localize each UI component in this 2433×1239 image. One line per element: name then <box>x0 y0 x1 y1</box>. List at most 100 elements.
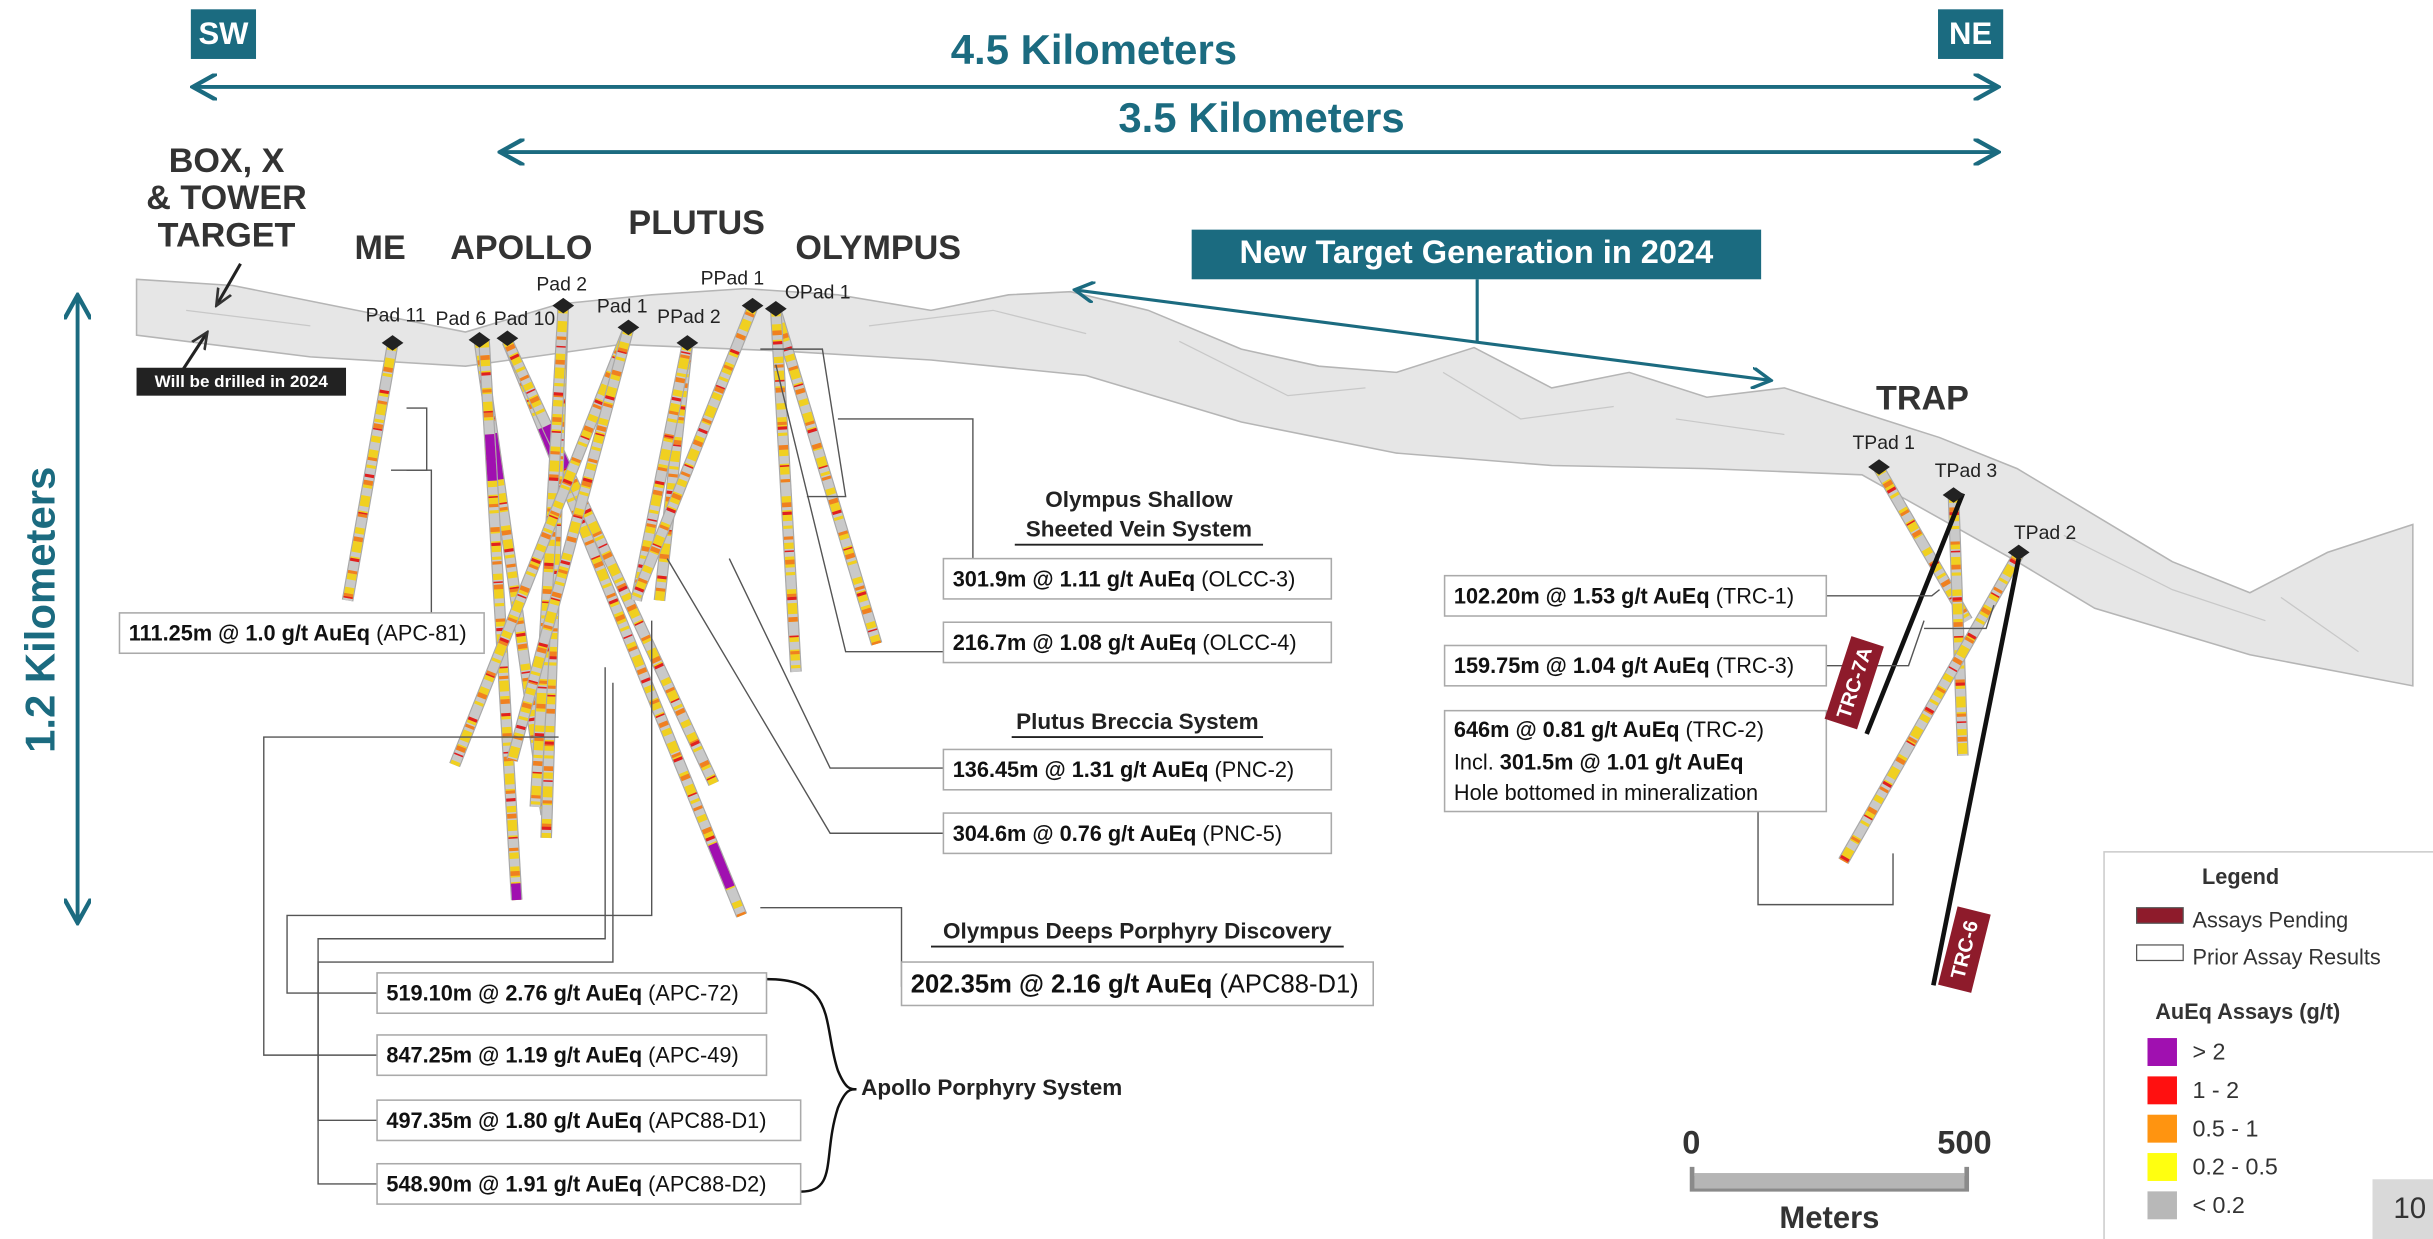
legend-swatch <box>2147 1038 2176 1066</box>
leader <box>407 408 427 470</box>
callout-text: Incl. 301.5m @ 1.01 g/t AuEq <box>1454 749 1744 774</box>
grade: 646m @ 0.81 g/t AuEq <box>1454 717 1680 742</box>
grade: 159.75m @ 1.04 g/t AuEq <box>1454 653 1710 678</box>
grade: 136.45m @ 1.31 g/t AuEq <box>953 757 1209 782</box>
callout-text: 136.45m @ 1.31 g/t AuEq (PNC-2) <box>953 757 1294 782</box>
target-label: TRAP <box>1876 379 1969 417</box>
grade: 847.25m @ 1.19 g/t AuEq <box>386 1042 642 1067</box>
drill-hole <box>348 344 393 600</box>
scale-label: 0 <box>1682 1125 1700 1161</box>
grade: 548.90m @ 1.91 g/t AuEq <box>386 1171 642 1196</box>
leader <box>760 908 901 987</box>
hole-id: (APC88-D1) <box>1219 970 1358 998</box>
incl-prefix: Incl. <box>1454 749 1494 774</box>
legend-label: 0.5 - 1 <box>2192 1115 2258 1141</box>
pad-label: Pad 11 <box>366 305 426 327</box>
hole-id: (PNC-2) <box>1215 757 1295 782</box>
grade: 304.6m @ 0.76 g/t AuEq <box>953 821 1197 846</box>
span-label: 4.5 Kilometers <box>951 26 1237 73</box>
system-title: Plutus Breccia System <box>1016 709 1258 734</box>
grade: 497.35m @ 1.80 g/t AuEq <box>386 1108 642 1133</box>
hole-id: (APC88-D1) <box>648 1108 766 1133</box>
system-title: Olympus Deeps Porphyry Discovery <box>943 918 1332 943</box>
callout-text: 519.10m @ 2.76 g/t AuEq (APC-72) <box>386 980 738 1005</box>
hole-id: (TRC-3) <box>1716 653 1794 678</box>
callout-text: 548.90m @ 1.91 g/t AuEq (APC88-D2) <box>386 1171 766 1196</box>
leader <box>838 419 973 559</box>
callout-text: Hole bottomed in mineralization <box>1454 780 1758 805</box>
page-number: 10 <box>2393 1192 2426 1225</box>
callout-text: 646m @ 0.81 g/t AuEq (TRC-2) <box>1454 717 1764 742</box>
slide: SWNE4.5 Kilometers3.5 Kilometers1.2 Kilo… <box>0 0 2433 1239</box>
scale-unit: Meters <box>1779 1200 1879 1235</box>
grade: 519.10m @ 2.76 g/t AuEq <box>386 980 642 1005</box>
target-label: PLUTUS <box>628 204 764 242</box>
callout-text: 159.75m @ 1.04 g/t AuEq (TRC-3) <box>1454 653 1794 678</box>
leader <box>287 621 652 993</box>
system-title: Apollo Porphyry System <box>861 1075 1122 1100</box>
span-label: 3.5 Kilometers <box>1118 94 1404 141</box>
pad-label: PPad 2 <box>657 306 721 328</box>
leader <box>667 559 943 834</box>
scale-label: 500 <box>1937 1125 1991 1161</box>
hole-id: (TRC-1) <box>1716 583 1794 608</box>
callout-text: 301.9m @ 1.11 g/t AuEq (OLCC-3) <box>953 566 1296 591</box>
system-title: Olympus Shallow <box>1045 487 1233 512</box>
pad-label: Pad 2 <box>536 274 587 296</box>
pad-label: Pad 6 <box>436 308 487 330</box>
legend-swatch <box>2147 1076 2176 1104</box>
hole-id: (APC-81) <box>376 620 467 645</box>
legend-label: Assays Pending <box>2192 907 2348 932</box>
callout-text: 497.35m @ 1.80 g/t AuEq (APC88-D1) <box>386 1108 766 1133</box>
hole-id: (APC-72) <box>648 980 739 1005</box>
legend-swatch <box>2147 1153 2176 1181</box>
legend-label: < 0.2 <box>2192 1192 2244 1218</box>
legend-subtitle: AuEq Assays (g/t) <box>2155 999 2340 1024</box>
legend-label: Prior Assay Results <box>2192 945 2380 970</box>
grade: 102.20m @ 1.53 g/t AuEq <box>1454 583 1710 608</box>
hole-id: (OLCC-4) <box>1202 630 1296 655</box>
pad-label: TPad 1 <box>1852 432 1914 454</box>
callout-text: 847.25m @ 1.19 g/t AuEq (APC-49) <box>386 1042 738 1067</box>
leader <box>729 559 943 768</box>
banner: New Target Generation in 2024 <box>1240 234 1714 270</box>
legend-swatch <box>2147 1115 2176 1143</box>
hole-id: (OLCC-3) <box>1201 566 1295 591</box>
hole-id: (APC-49) <box>648 1042 739 1067</box>
ne-label: NE <box>1949 16 1992 51</box>
pad-label: TPad 2 <box>2014 522 2076 544</box>
leader <box>391 470 431 613</box>
hole-id: (APC88-D2) <box>648 1171 766 1196</box>
callout-text: 202.35m @ 2.16 g/t AuEq (APC88-D1) <box>911 970 1359 998</box>
legend-label: 1 - 2 <box>2192 1077 2239 1103</box>
leader <box>1758 812 1893 905</box>
legend-label: 0.2 - 0.5 <box>2192 1154 2277 1180</box>
brace <box>767 979 857 1192</box>
pad-label: Pad 1 <box>597 295 648 317</box>
target-label: BOX, X <box>169 142 285 180</box>
scale-bar-fill <box>1694 1173 1964 1189</box>
pad-label: Pad 10 <box>494 308 556 330</box>
callout-text: 111.25m @ 1.0 g/t AuEq (APC-81) <box>129 620 467 645</box>
system-title: Sheeted Vein System <box>1026 517 1252 542</box>
hole-id: (PNC-5) <box>1202 821 1282 846</box>
pad-label: OPad 1 <box>785 281 851 303</box>
sw-label: SW <box>198 16 249 51</box>
legend-title: Legend <box>2202 864 2279 889</box>
legend-swatch <box>2137 945 2184 961</box>
grade: 111.25m @ 1.0 g/t AuEq <box>129 620 370 645</box>
pad-label: TPad 3 <box>1935 460 1997 482</box>
grade: 301.9m @ 1.11 g/t AuEq <box>953 566 1195 591</box>
target-label: & TOWER <box>146 179 307 217</box>
target-label: TARGET <box>158 216 296 254</box>
grade: 301.5m @ 1.01 g/t AuEq <box>1500 749 1744 774</box>
callout-text: 102.20m @ 1.53 g/t AuEq (TRC-1) <box>1454 583 1794 608</box>
grade: 216.7m @ 1.08 g/t AuEq <box>953 630 1197 655</box>
legend-swatch <box>2137 908 2184 924</box>
target-label: ME <box>355 229 406 267</box>
legend-label: > 2 <box>2192 1039 2225 1065</box>
note: Will be drilled in 2024 <box>155 372 329 391</box>
grade: 202.35m @ 2.16 g/t AuEq <box>911 970 1212 998</box>
target-label: APOLLO <box>450 229 592 267</box>
target-label: OLYMPUS <box>795 229 961 267</box>
